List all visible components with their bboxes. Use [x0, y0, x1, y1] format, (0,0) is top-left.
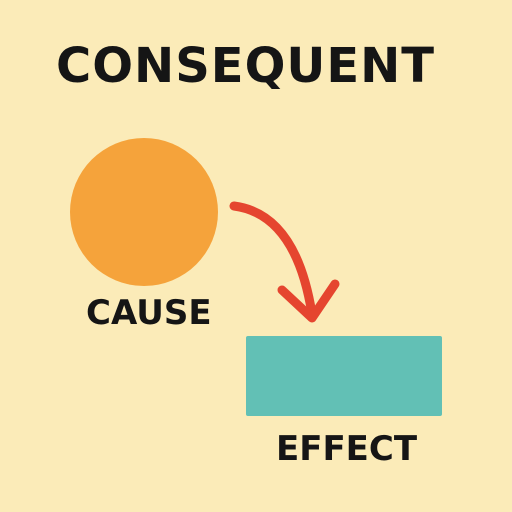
arrow-shaft — [229, 201, 317, 319]
diagram-title: CONSEQUENT — [56, 38, 436, 94]
cause-circle — [70, 138, 218, 286]
effect-rectangle — [246, 336, 442, 416]
cause-label: CAUSE — [86, 293, 212, 333]
effect-label: EFFECT — [276, 429, 418, 469]
arrow-head — [277, 279, 340, 323]
